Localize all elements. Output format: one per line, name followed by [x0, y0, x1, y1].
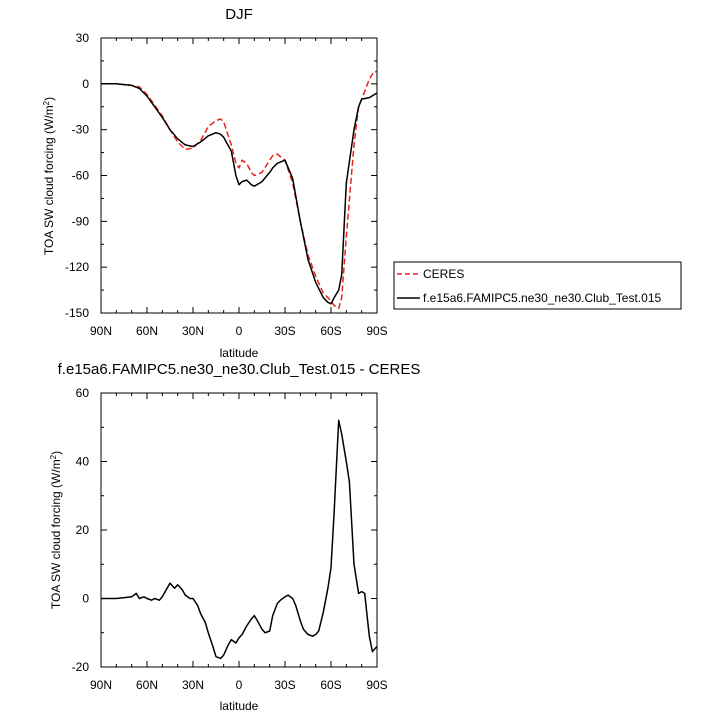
- chart-title: f.e15a6.FAMIPC5.ne30_ne30.Club_Test.015 …: [58, 361, 421, 378]
- plot-frame: [100, 37, 378, 314]
- x-tick-label: 30S: [274, 678, 295, 692]
- series-group: [101, 419, 378, 660]
- y-tick-label: -150: [65, 306, 89, 320]
- y-tick-labels: 30 0 -30 -60 -90 -120 -150: [65, 31, 89, 320]
- y-tick-label: 0: [82, 77, 89, 91]
- x-tick-label: 30N: [182, 678, 204, 692]
- x-tick-label: 90N: [90, 678, 112, 692]
- x-tick-label: 0: [236, 678, 243, 692]
- x-tick-label: 60N: [136, 324, 158, 338]
- x-tick-label: 90S: [366, 678, 387, 692]
- series-line-model: [101, 83, 378, 305]
- x-tick-label: 60S: [320, 324, 341, 338]
- legend-label-model: f.e15a6.FAMIPC5.ne30_ne30.Club_Test.015: [423, 291, 661, 305]
- x-tick-label: 90N: [90, 324, 112, 338]
- series-line-ceres: [101, 70, 377, 310]
- tick-marks: [100, 392, 378, 668]
- y-axis-label: TOA SW cloud forcing (W/m2): [42, 97, 56, 255]
- chart-difference: f.e15a6.FAMIPC5.ne30_ne30.Club_Test.015 …: [49, 361, 420, 713]
- x-tick-label: 90S: [366, 324, 387, 338]
- x-axis-label: latitude: [220, 346, 259, 360]
- series-group: [101, 70, 378, 310]
- y-tick-label: 20: [76, 523, 90, 537]
- y-tick-label: -120: [65, 260, 89, 274]
- tick-marks: [100, 37, 378, 314]
- chart-title: DJF: [225, 6, 253, 23]
- y-tick-labels: 60 40 20 0 -20: [72, 386, 90, 674]
- y-tick-label: 30: [76, 31, 90, 45]
- legend-label-ceres: CERES: [423, 267, 464, 281]
- x-tick-label: 30S: [274, 324, 295, 338]
- y-tick-label: -90: [72, 214, 90, 228]
- x-tick-label: 60S: [320, 678, 341, 692]
- y-tick-label: -60: [72, 169, 90, 183]
- y-tick-label: 40: [76, 455, 90, 469]
- y-tick-label: -30: [72, 123, 90, 137]
- y-axis-label: TOA SW cloud forcing (W/m2): [49, 451, 63, 609]
- plot-frame: [100, 392, 378, 668]
- y-tick-label: -20: [72, 660, 90, 674]
- chart-djf: DJF 30 0 -30 -60 -90 -120 -150 90N 60N 30N 0 30S 60…: [42, 6, 682, 360]
- x-tick-labels: 90N 60N 30N 0 30S 60S 90S: [90, 324, 388, 338]
- x-axis-label: latitude: [220, 699, 259, 713]
- x-tick-label: 30N: [182, 324, 204, 338]
- x-tick-label: 0: [236, 324, 243, 338]
- y-tick-label: 0: [82, 592, 89, 606]
- series-line-model: [101, 419, 378, 660]
- x-tick-labels: 90N 60N 30N 0 30S 60S 90S: [90, 678, 388, 692]
- x-tick-label: 60N: [136, 678, 158, 692]
- y-tick-label: 60: [76, 386, 90, 400]
- legend-box: [393, 261, 682, 310]
- legend: CERES f.e15a6.FAMIPC5.ne30_ne30.Club_Tes…: [393, 261, 682, 310]
